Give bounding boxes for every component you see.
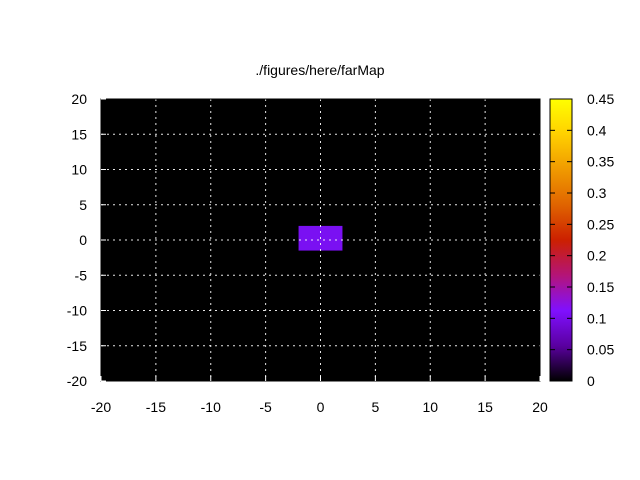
- chart-title: ./figures/here/farMap: [255, 62, 384, 78]
- y-tick-label: -15: [67, 338, 87, 354]
- y-tick-label: 15: [71, 126, 87, 142]
- x-tick-label: -20: [91, 399, 111, 415]
- colorbar-tick-label: 0: [587, 373, 595, 389]
- x-tick-label: -5: [259, 399, 272, 415]
- y-tick-label: 10: [71, 162, 87, 178]
- colorbar-tick-label: 0.4: [587, 122, 607, 138]
- x-tick-label: 5: [371, 399, 379, 415]
- colorbar-tick-label: 0.05: [587, 342, 614, 358]
- y-tick-label: 20: [71, 91, 87, 107]
- colorbar-tick-label: 0.1: [587, 310, 607, 326]
- x-tick-label: 0: [317, 399, 325, 415]
- y-tick-label: 5: [79, 197, 87, 213]
- colorbar: [549, 98, 573, 382]
- colorbar-tick-label: 0.35: [587, 154, 614, 170]
- colorbar-tick-label: 0.15: [587, 279, 614, 295]
- x-tick-label: 20: [532, 399, 548, 415]
- x-tick-label: -10: [201, 399, 221, 415]
- x-tick-label: 15: [477, 399, 493, 415]
- x-tick-label: -15: [146, 399, 166, 415]
- colorbar-tick-label: 0.45: [587, 91, 614, 107]
- y-tick-label: -20: [67, 373, 87, 389]
- y-tick-label: 0: [79, 232, 87, 248]
- colorbar-tick-label: 0.3: [587, 185, 607, 201]
- y-tick-label: -5: [75, 267, 88, 283]
- colorbar-tick-label: 0.2: [587, 248, 607, 264]
- colorbar-tick-label: 0.25: [587, 216, 614, 232]
- y-tick-label: -10: [67, 303, 87, 319]
- x-tick-label: 10: [422, 399, 438, 415]
